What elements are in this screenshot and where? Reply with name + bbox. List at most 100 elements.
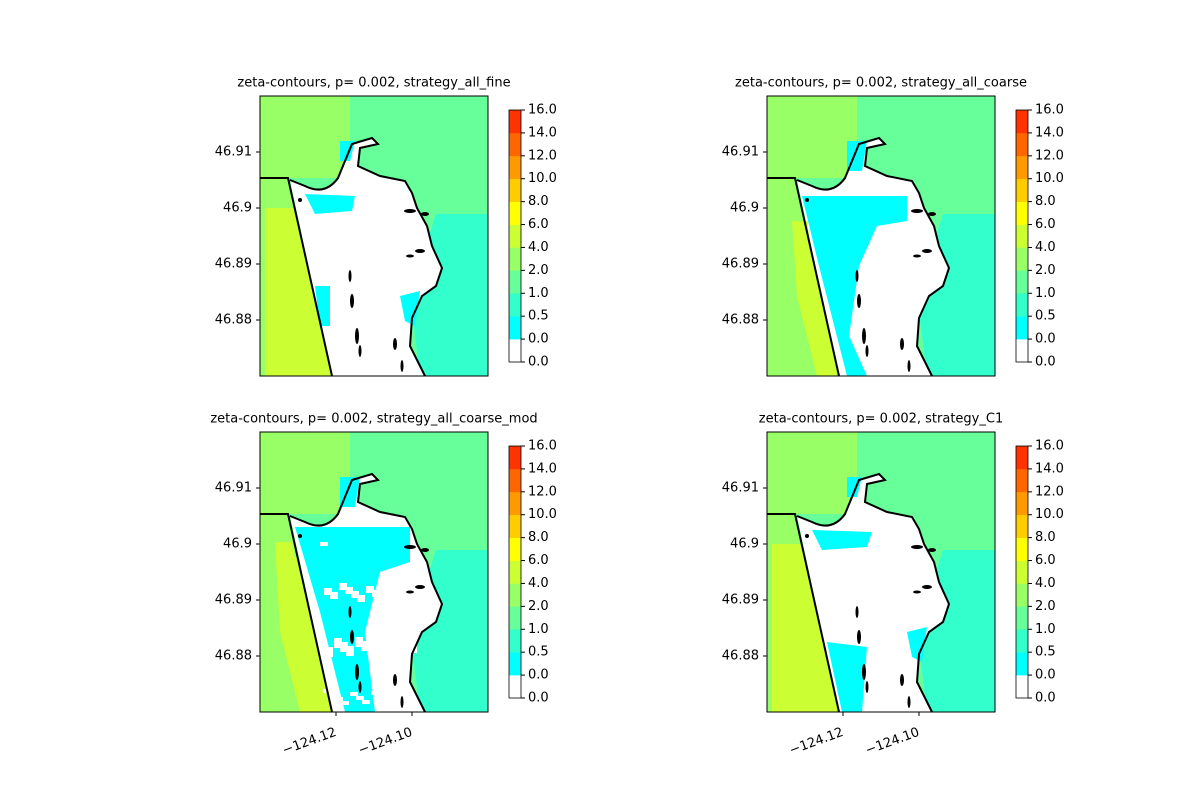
colorbar-tick-label: 2.0 bbox=[1035, 263, 1056, 278]
panel: zeta-contours, p= 0.002, strategy_C1 46.8… bbox=[722, 412, 1064, 759]
region bbox=[295, 527, 410, 712]
axes-frame bbox=[259, 431, 489, 713]
island bbox=[857, 294, 861, 308]
colorbar-segment bbox=[1016, 652, 1028, 676]
colorbar-segment bbox=[509, 514, 521, 538]
island bbox=[805, 534, 809, 538]
colorbar-segment bbox=[1016, 491, 1028, 516]
island bbox=[865, 345, 869, 357]
region bbox=[383, 699, 391, 703]
colorbar-tick-label: 0.0 bbox=[1035, 355, 1056, 370]
y-tick-label: 46.9 bbox=[730, 537, 759, 552]
region bbox=[827, 642, 867, 712]
colorbar-tick-label: 12.0 bbox=[1035, 484, 1064, 499]
colorbar-tick-label: 0.0 bbox=[1035, 332, 1056, 347]
y-tick-label: 46.91 bbox=[215, 145, 252, 160]
region bbox=[362, 700, 370, 704]
y-tick-label: 46.89 bbox=[215, 257, 252, 272]
colorbar-tick-label: 1.0 bbox=[528, 286, 549, 301]
island bbox=[855, 606, 859, 618]
colorbar-segment bbox=[1016, 583, 1028, 607]
region bbox=[382, 640, 390, 650]
colorbar-tick-label: 6.0 bbox=[528, 217, 549, 232]
colorbar-tick-label: 6.0 bbox=[1035, 553, 1056, 568]
region bbox=[335, 697, 343, 701]
y-tick-label: 46.89 bbox=[722, 257, 759, 272]
colorbar-segment bbox=[509, 606, 521, 630]
colorbar-frame bbox=[508, 445, 522, 699]
colorbar-tick-label: 8.0 bbox=[1035, 530, 1056, 545]
colorbar-tick-label: 4.0 bbox=[528, 240, 549, 255]
map bbox=[260, 96, 488, 376]
colorbar-tick-label: 0.5 bbox=[528, 309, 549, 324]
island bbox=[421, 548, 429, 552]
colorbar-tick-label: 16.0 bbox=[528, 439, 557, 454]
x-tick-label: −124.12 bbox=[787, 725, 845, 758]
colorbar-tick-label: 0.0 bbox=[528, 332, 549, 347]
coastline bbox=[767, 472, 951, 712]
island bbox=[922, 249, 932, 253]
colorbar-tick-label: 8.0 bbox=[1035, 194, 1056, 209]
colorbar-segment bbox=[509, 270, 521, 294]
island bbox=[393, 674, 397, 686]
colorbar-tick-label: 6.0 bbox=[528, 553, 549, 568]
chart-title: zeta-contours, p= 0.002, strategy_all_co… bbox=[735, 76, 1027, 91]
colorbar-tick-label: 1.0 bbox=[1035, 622, 1056, 637]
region bbox=[330, 592, 338, 599]
colorbar-segment bbox=[509, 201, 521, 225]
chart-title: zeta-contours, p= 0.002, strategy_C1 bbox=[759, 412, 1003, 427]
chart-title: zeta-contours, p= 0.002, strategy_all_fi… bbox=[237, 76, 510, 91]
colorbar-frame bbox=[1015, 109, 1029, 363]
island bbox=[911, 545, 923, 549]
x-tick-label: −124.10 bbox=[863, 725, 921, 758]
island bbox=[415, 249, 425, 253]
island bbox=[298, 534, 302, 538]
island bbox=[900, 674, 904, 686]
region bbox=[371, 691, 379, 695]
y-tick-label: 46.9 bbox=[223, 201, 252, 216]
y-tick-label: 46.91 bbox=[215, 481, 252, 496]
region bbox=[400, 291, 420, 326]
region bbox=[340, 642, 348, 652]
region bbox=[260, 432, 350, 514]
region bbox=[367, 645, 375, 655]
colorbar-tick-label: 0.5 bbox=[1035, 309, 1056, 324]
colorbar-segment bbox=[1016, 155, 1028, 180]
region bbox=[265, 208, 332, 376]
region bbox=[907, 627, 927, 662]
colorbar-tick-label: 0.5 bbox=[528, 645, 549, 660]
colorbar-frame bbox=[508, 109, 522, 363]
colorbar-tick-label: 4.0 bbox=[528, 576, 549, 591]
colorbar-tick-label: 2.0 bbox=[528, 263, 549, 278]
colorbar-segment bbox=[509, 293, 521, 317]
region bbox=[356, 696, 364, 700]
island bbox=[865, 681, 869, 693]
region bbox=[329, 693, 337, 697]
island bbox=[913, 590, 921, 594]
colorbar-tick-label: 14.0 bbox=[1035, 461, 1064, 476]
y-tick-label: 46.9 bbox=[223, 537, 252, 552]
colorbar-segment bbox=[1016, 606, 1028, 630]
colorbar-tick-label: 16.0 bbox=[1035, 439, 1064, 454]
y-tick-label: 46.88 bbox=[215, 313, 252, 328]
region bbox=[334, 638, 342, 648]
colorbar-tick-label: 10.0 bbox=[528, 507, 557, 522]
colorbar-tick-label: 12.0 bbox=[528, 148, 557, 163]
y-tick-label: 46.9 bbox=[730, 201, 759, 216]
y-tick-label: 46.91 bbox=[722, 145, 759, 160]
island bbox=[393, 338, 397, 350]
colorbar-segment bbox=[509, 537, 521, 561]
island bbox=[404, 545, 416, 549]
colorbar-tick-label: 10.0 bbox=[1035, 507, 1064, 522]
colorbar-tick-label: 12.0 bbox=[528, 484, 557, 499]
region bbox=[393, 589, 401, 596]
panel: zeta-contours, p= 0.002, strategy_all_co… bbox=[722, 76, 1064, 377]
colorbar-frame bbox=[1015, 445, 1029, 699]
region bbox=[792, 221, 829, 376]
region bbox=[355, 637, 363, 647]
colorbar-segment bbox=[1016, 293, 1028, 317]
colorbar-tick-label: 16.0 bbox=[528, 103, 557, 118]
colorbar-segment bbox=[509, 224, 521, 248]
y-tick-label: 46.89 bbox=[215, 593, 252, 608]
colorbar-segment bbox=[1016, 316, 1028, 340]
